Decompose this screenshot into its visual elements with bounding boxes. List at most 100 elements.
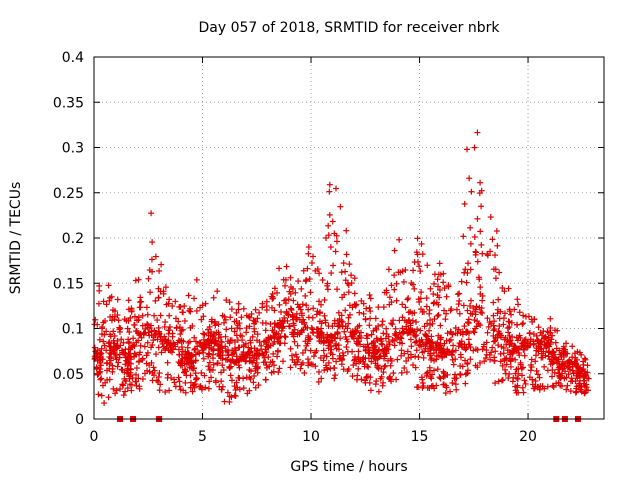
data-point [175, 374, 182, 381]
data-point [492, 266, 499, 273]
data-point [327, 244, 334, 251]
data-point [498, 334, 505, 341]
data-point [227, 372, 234, 379]
data-point [487, 248, 494, 255]
data-point [196, 350, 203, 357]
data-point [139, 355, 146, 362]
data-point [549, 373, 556, 380]
data-point [477, 359, 484, 366]
data-point [179, 309, 186, 316]
data-point [343, 344, 350, 351]
data-point [141, 370, 148, 377]
data-point [556, 347, 563, 354]
data-point [472, 248, 479, 255]
data-point [199, 302, 206, 309]
data-point [317, 354, 324, 361]
data-point [573, 385, 580, 392]
data-point [431, 271, 438, 278]
data-point [124, 385, 131, 392]
data-point [208, 374, 215, 381]
data-point [323, 364, 330, 371]
data-point [200, 336, 207, 343]
data-point [345, 314, 352, 321]
data-point [103, 347, 110, 354]
data-point [136, 332, 143, 339]
data-point [466, 175, 473, 182]
data-point [175, 318, 182, 325]
data-point [243, 329, 250, 336]
data-point [168, 374, 175, 381]
data-point [331, 331, 338, 338]
data-point [149, 377, 156, 384]
data-point [263, 364, 270, 371]
data-point [250, 379, 257, 386]
data-point [295, 278, 302, 285]
data-point [233, 309, 240, 316]
data-point [306, 276, 313, 283]
data-point [144, 324, 151, 331]
data-point [226, 393, 233, 400]
data-point [101, 317, 108, 324]
data-point [401, 350, 408, 357]
data-point [434, 292, 441, 299]
data-point [388, 282, 395, 289]
data-point [98, 325, 105, 332]
data-point [393, 376, 400, 383]
data-point [158, 261, 165, 268]
data-point [281, 314, 288, 321]
data-point [146, 368, 153, 375]
data-point [222, 316, 229, 323]
data-point [307, 289, 314, 296]
tick-layer: 0 0.05 0.1 0.15 0.2 0.25 0.3 0.35 0.4 0 5 10 15 20 [53, 50, 604, 445]
data-point [490, 322, 497, 329]
data-point [277, 340, 284, 347]
data-point [557, 372, 564, 379]
data-point [471, 329, 478, 336]
data-point [318, 375, 325, 382]
data-point [214, 360, 221, 367]
data-point [373, 326, 380, 333]
data-point [164, 359, 171, 366]
data-point [543, 343, 550, 350]
data-point [155, 373, 162, 380]
data-point [490, 332, 497, 339]
x-tick-label: 0 [90, 429, 99, 445]
data-point [445, 283, 452, 290]
data-point [449, 331, 456, 338]
data-point [447, 388, 454, 395]
data-point [499, 362, 506, 369]
data-point [487, 214, 494, 221]
data-point [114, 342, 121, 349]
data-point [558, 383, 565, 390]
data-point [136, 304, 143, 311]
data-point [329, 355, 336, 362]
data-point [519, 372, 526, 379]
data-point [405, 295, 412, 302]
data-point [233, 379, 240, 386]
data-point [387, 362, 394, 369]
data-point [512, 343, 519, 350]
data-point [491, 325, 498, 332]
data-point [356, 332, 363, 339]
data-point [379, 321, 386, 328]
data-point [546, 329, 553, 336]
data-point [193, 374, 200, 381]
data-point [567, 358, 574, 365]
data-point [467, 356, 474, 363]
data-point [401, 365, 408, 372]
data-point [334, 317, 341, 324]
data-point [388, 299, 395, 306]
data-point [192, 380, 199, 387]
data-point [229, 356, 236, 363]
data-point [457, 371, 464, 378]
data-point [241, 354, 248, 361]
data-point [391, 330, 398, 337]
data-point [235, 300, 242, 307]
data-point [290, 333, 297, 340]
data-point [527, 367, 534, 374]
data-point [177, 386, 184, 393]
data-point [514, 384, 521, 391]
data-point [131, 313, 138, 320]
data-point [251, 352, 258, 359]
data-point [385, 333, 392, 340]
